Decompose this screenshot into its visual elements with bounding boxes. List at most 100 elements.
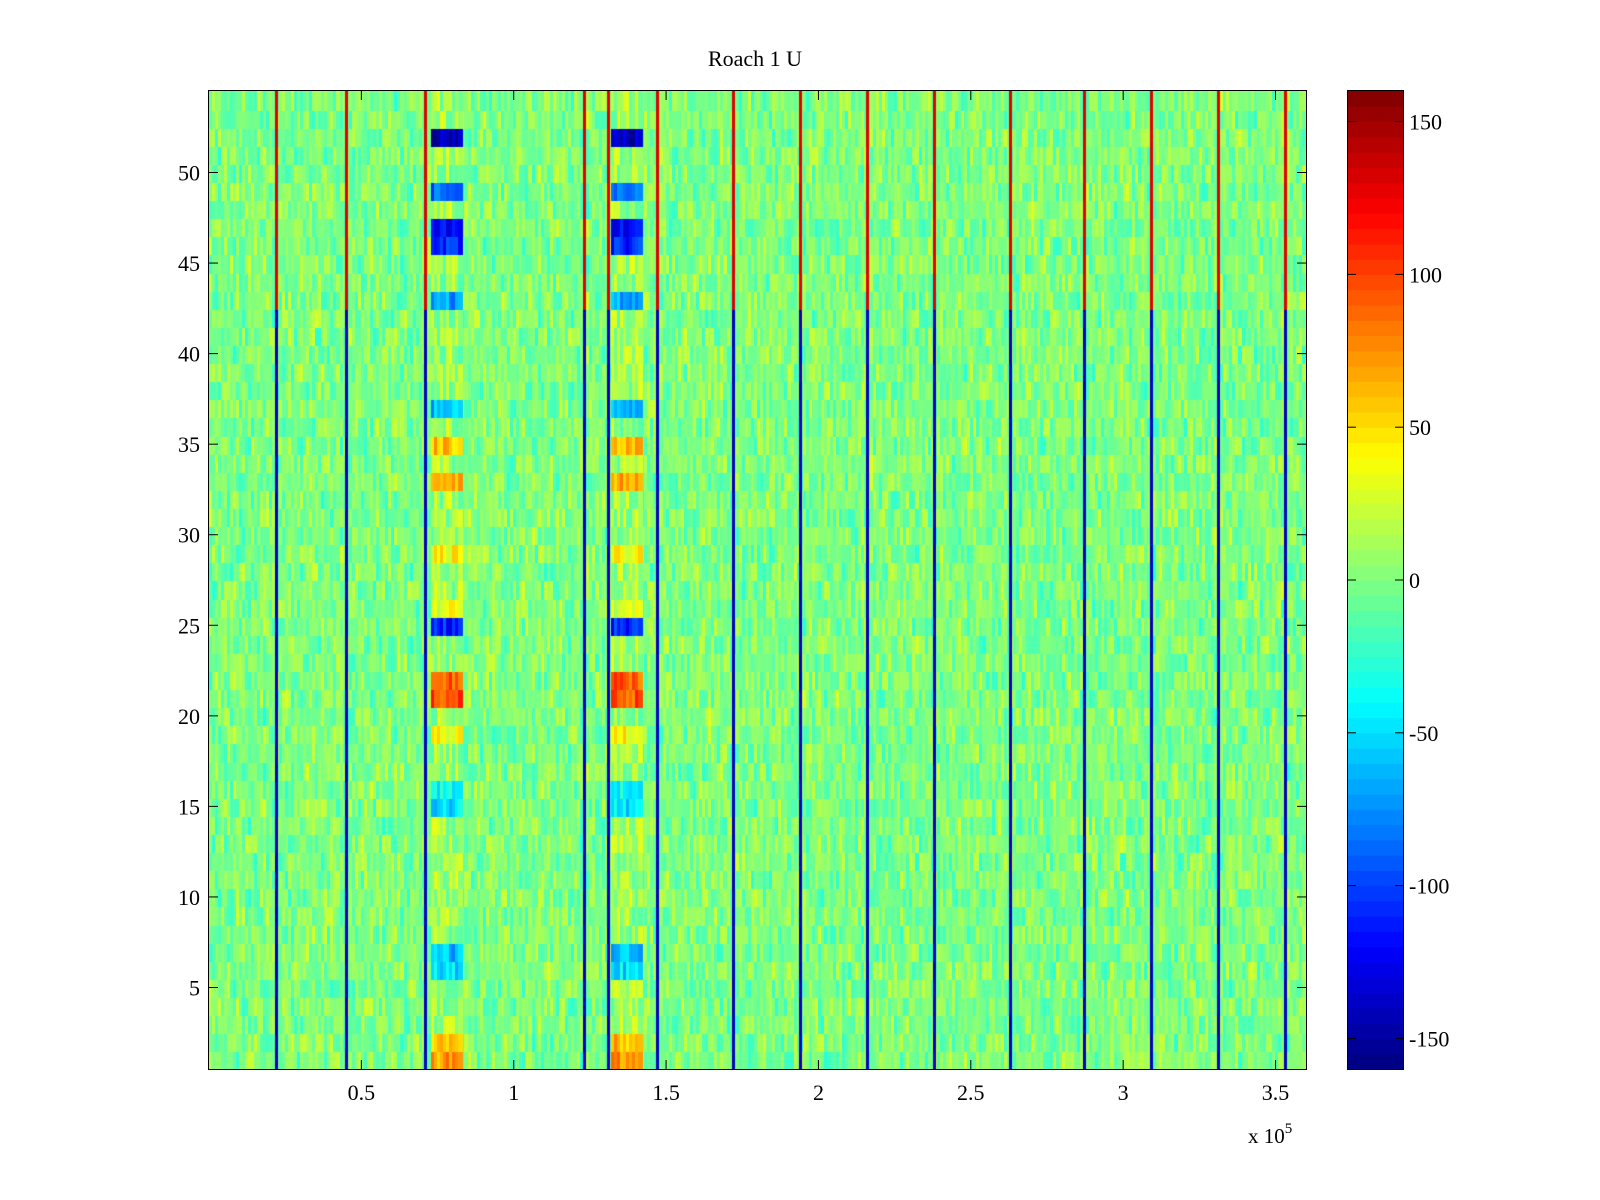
colorbar-swatch [1348, 396, 1403, 413]
colorbar-swatch [1348, 304, 1403, 321]
colorbar-swatch [1348, 91, 1403, 107]
x-tick-label: 3.5 [1262, 1080, 1290, 1105]
y-tick-label: 20 [178, 704, 200, 729]
x-tick-label: 2 [813, 1080, 824, 1105]
x-tick-label: 1 [508, 1080, 519, 1105]
colorbar-swatch [1348, 457, 1403, 474]
colorbar-swatch [1348, 197, 1403, 214]
heatmap-image [209, 91, 1306, 1069]
colorbar-swatch [1348, 809, 1403, 826]
colorbar-swatch [1348, 610, 1403, 627]
colorbar-tick-label: 150 [1409, 110, 1442, 135]
colorbar-swatch [1348, 1023, 1403, 1040]
colorbar-swatch [1348, 564, 1403, 581]
y-tick-label: 10 [178, 885, 200, 910]
colorbar-swatch [1348, 839, 1403, 856]
colorbar-tick-label: -50 [1409, 721, 1438, 746]
x-exponent-label: x 105 [1248, 1121, 1292, 1148]
colorbar-swatch [1348, 274, 1403, 291]
colorbar-swatch [1348, 213, 1403, 230]
colorbar-tick-label: -150 [1409, 1026, 1449, 1051]
y-tick-label: 45 [178, 251, 200, 276]
colorbar-swatch [1348, 320, 1403, 337]
x-tick-label: 1.5 [652, 1080, 680, 1105]
colorbar-swatch [1348, 259, 1403, 275]
heatmap [209, 91, 1306, 1069]
x-exponent-base: x 10 [1248, 1124, 1285, 1148]
colorbar-swatch [1348, 595, 1403, 612]
colorbar-swatch [1348, 900, 1403, 917]
colorbar-swatch [1348, 1038, 1403, 1055]
colorbar-swatch [1348, 641, 1403, 658]
y-tick-label: 25 [178, 613, 200, 638]
x-exponent-power: 5 [1285, 1121, 1293, 1137]
colorbar-swatch [1348, 885, 1403, 902]
colorbar-swatch [1348, 136, 1403, 153]
colorbar-tick-label: 100 [1409, 262, 1442, 287]
y-axis: 5 10 15 20 25 30 35 40 45 50 [178, 161, 1306, 1001]
colorbar-swatch [1348, 106, 1403, 123]
colorbar-tick-label: 50 [1409, 415, 1431, 440]
colorbar-swatch [1348, 671, 1403, 688]
colorbar-swatch [1348, 778, 1403, 795]
colorbar-swatch [1348, 335, 1403, 352]
colorbar-swatch [1348, 931, 1403, 948]
y-tick-label: 40 [178, 342, 200, 367]
colorbar-swatch [1348, 182, 1403, 199]
colorbar-swatch [1348, 534, 1403, 551]
colorbar-swatch [1348, 518, 1403, 535]
colorbar-swatch [1348, 411, 1403, 428]
x-tick-label: 0.5 [348, 1080, 376, 1105]
colorbar-swatch [1348, 793, 1403, 810]
colorbar-swatch [1348, 442, 1403, 459]
colorbar-tick-label: 0 [1409, 568, 1420, 593]
colorbar-swatch [1348, 824, 1403, 841]
colorbar-swatch [1348, 977, 1403, 994]
colorbar-swatch [1348, 717, 1403, 734]
colorbar-axis: 150 100 50 0 -50 -100 -150 [1348, 110, 1449, 1051]
colorbar-swatch [1348, 763, 1403, 780]
chart-title: Roach 1 U [708, 46, 802, 71]
colorbar-frame [1347, 90, 1404, 1070]
colorbar-swatch [1348, 946, 1403, 963]
colorbar-swatch [1348, 1053, 1403, 1070]
y-tick-label: 30 [178, 523, 200, 548]
x-tick-label: 2.5 [957, 1080, 985, 1105]
colorbar-swatch [1348, 656, 1403, 673]
colorbar-swatch [1348, 381, 1403, 398]
colorbar-swatch [1348, 350, 1403, 367]
colorbar-swatch [1348, 748, 1403, 764]
x-axis: 0.5 1 1.5 2 2.5 3 3.5 [348, 91, 1290, 1105]
y-tick-label: 35 [178, 432, 200, 457]
colorbar-swatch [1348, 855, 1403, 871]
y-tick-label: 50 [178, 161, 200, 186]
colorbar-swatch [1348, 427, 1403, 444]
colorbar-swatch [1348, 549, 1403, 566]
colorbar-swatch [1348, 121, 1403, 138]
colorbar-swatch [1348, 503, 1403, 520]
colorbar-swatch [1348, 962, 1403, 978]
colorbar-swatch [1348, 916, 1403, 933]
colorbar-swatch [1348, 488, 1403, 505]
colorbar-swatch [1348, 686, 1403, 703]
y-tick-label: 5 [189, 976, 200, 1001]
colorbar-tick-label: -100 [1409, 874, 1449, 899]
colorbar-swatch [1348, 152, 1403, 169]
colorbar-swatch [1348, 243, 1403, 260]
colorbar-swatch [1348, 228, 1403, 245]
colorbar-swatch [1348, 473, 1403, 489]
colorbar-swatch [1348, 702, 1403, 719]
x-tick-label: 3 [1118, 1080, 1129, 1105]
y-tick-label: 15 [178, 794, 200, 819]
colorbar [1348, 91, 1403, 1070]
colorbar-swatch [1348, 992, 1403, 1009]
colorbar-swatch [1348, 289, 1403, 306]
colorbar-swatch [1348, 625, 1403, 642]
plot-area-frame [208, 90, 1307, 1070]
colorbar-swatch [1348, 167, 1403, 184]
colorbar-swatch [1348, 732, 1403, 749]
colorbar-swatch [1348, 1007, 1403, 1024]
colorbar-swatch [1348, 580, 1403, 596]
colorbar-swatch [1348, 870, 1403, 887]
